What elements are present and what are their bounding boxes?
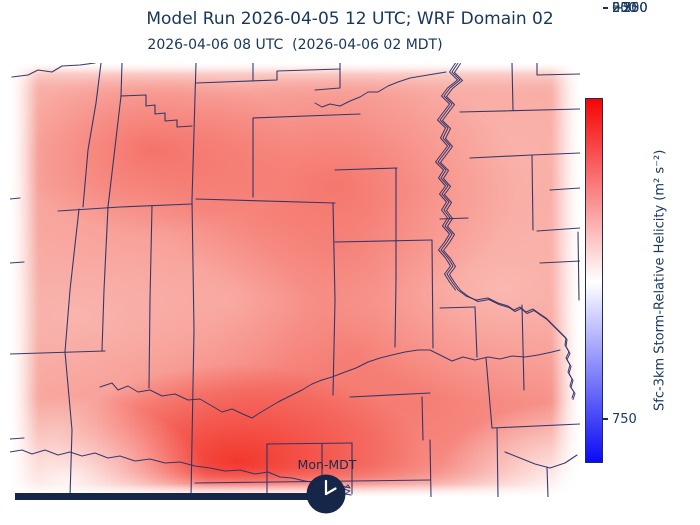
missouri-river	[435, 63, 576, 400]
cheyenne-river	[10, 449, 352, 496]
forecast-progress-bar	[15, 493, 327, 500]
clock-label: Mon-MDT	[297, 457, 357, 472]
county-boundaries	[10, 63, 580, 497]
colorbar-tick: 750	[603, 411, 637, 427]
page-title: Model Run 2026-04-05 12 UTC; WRF Domain …	[146, 9, 554, 29]
model-map	[10, 63, 580, 497]
colorbar-tick-label: −750	[612, 0, 648, 16]
clock-icon	[306, 474, 346, 514]
colorbar-tick-label: 750	[612, 411, 637, 427]
map-overlay-svg	[10, 63, 580, 497]
colorbar-axis-label: Sfc-3km Storm-Relative Helicity (m² s⁻²)	[652, 149, 668, 412]
colorbar-tick: −750	[603, 0, 648, 16]
white-river	[99, 349, 561, 419]
colorbar	[585, 98, 603, 463]
tributary-stream	[314, 71, 447, 108]
valid-time-subtitle: 2026-04-06 08 UTC (2026-04-06 02 MDT)	[147, 37, 443, 53]
